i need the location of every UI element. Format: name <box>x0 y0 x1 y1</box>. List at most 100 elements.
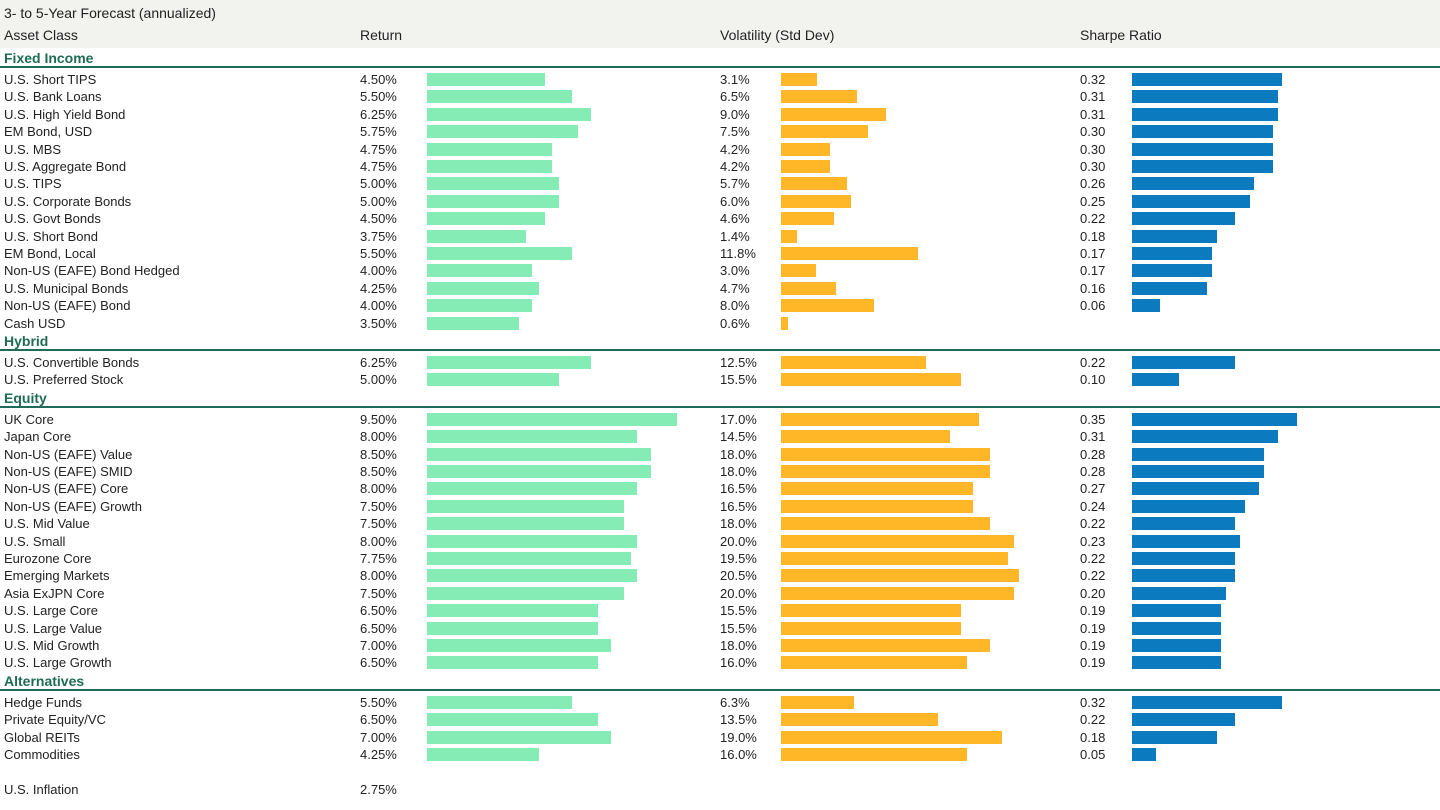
volatility-value: 16.0% <box>720 747 757 762</box>
volatility-bar <box>781 316 788 330</box>
sharpe-value: 0.22 <box>1080 568 1106 584</box>
volatility-bar <box>781 142 830 156</box>
volatility-value: 1.4% <box>720 228 750 244</box>
sharpe-value: 0.25 <box>1080 193 1106 209</box>
sharpe-bar <box>1132 586 1226 600</box>
asset-name: EM Bond, USD <box>4 124 93 140</box>
sharpe-value: 0.32 <box>1080 694 1106 710</box>
return-value: 7.75% <box>360 551 397 566</box>
volatility-value: 20.0% <box>720 533 757 549</box>
asset-name: Commodities <box>4 747 80 762</box>
asset-name: Hedge Funds <box>4 694 83 710</box>
asset-name: Non-US (EAFE) Core <box>4 481 129 497</box>
section-title: Hybrid <box>4 333 49 349</box>
return-bar <box>427 552 631 565</box>
volatility-bar <box>781 499 973 513</box>
sharpe-value: 0.17 <box>1080 263 1106 279</box>
return-bar <box>427 281 539 295</box>
section-title: Equity <box>4 389 47 406</box>
return-value: 7.50% <box>360 516 397 532</box>
sharpe-value: 0.18 <box>1080 729 1106 745</box>
sharpe-bar <box>1132 517 1236 531</box>
return-value: 6.50% <box>360 712 397 728</box>
return-value: 5.75% <box>360 124 397 140</box>
asset-name: U.S. Large Growth <box>4 655 112 671</box>
volatility-bar <box>781 534 1014 548</box>
volatility-value: 18.0% <box>720 638 757 653</box>
return-value: 6.50% <box>360 603 397 619</box>
return-value: 7.50% <box>360 585 397 601</box>
return-value: 5.50% <box>360 694 397 710</box>
volatility-bar <box>781 604 962 618</box>
return-header: Return <box>360 27 403 43</box>
asset-name: Japan Core <box>4 429 72 445</box>
sharpe-bar <box>1132 160 1273 173</box>
asset-name: U.S. MBS <box>4 141 62 157</box>
asset-name: Emerging Markets <box>4 568 110 584</box>
sharpe-bar <box>1132 194 1250 208</box>
sharpe-bar <box>1132 142 1273 156</box>
inflation-value: 2.75% <box>360 782 397 798</box>
volatility-value: 6.5% <box>720 89 750 105</box>
volatility-value: 5.7% <box>720 176 750 192</box>
return-value: 4.25% <box>360 747 397 762</box>
volatility-bar <box>781 281 836 295</box>
volatility-value: 9.0% <box>720 106 750 122</box>
sharpe-bar <box>1132 639 1222 652</box>
sharpe-value: 0.10 <box>1080 372 1106 388</box>
return-value: 3.75% <box>360 228 397 244</box>
volatility-bar <box>781 247 919 260</box>
volatility-value: 15.5% <box>720 620 757 636</box>
return-bar <box>427 142 552 156</box>
sharpe-bar <box>1132 499 1245 513</box>
section-title: Alternatives <box>4 672 85 689</box>
return-value: 8.50% <box>360 446 397 462</box>
return-bar <box>427 194 559 208</box>
sharpe-value: 0.17 <box>1080 246 1106 261</box>
sharpe-value: 0.22 <box>1080 516 1106 532</box>
asset-name: U.S. Bank Loans <box>4 89 102 105</box>
volatility-bar <box>781 107 886 121</box>
return-bar <box>427 656 598 670</box>
volatility-bar <box>781 212 835 226</box>
volatility-bar <box>781 713 938 727</box>
return-value: 5.50% <box>360 246 397 261</box>
asset-name: Non-US (EAFE) Value <box>4 446 133 462</box>
volatility-bar <box>781 695 855 709</box>
return-bar <box>427 713 598 727</box>
sharpe-value: 0.35 <box>1080 411 1106 427</box>
volatility-value: 16.5% <box>720 498 757 514</box>
sharpe-value: 0.22 <box>1080 211 1106 227</box>
volatility-bar <box>781 160 830 173</box>
return-value: 8.00% <box>360 568 397 584</box>
sharpe-bar <box>1132 373 1179 387</box>
return-value: 5.00% <box>360 176 397 192</box>
return-bar <box>427 373 559 387</box>
volatility-value: 18.0% <box>720 464 757 479</box>
sharpe-value: 0.28 <box>1080 446 1106 462</box>
volatility-value: 20.0% <box>720 585 757 601</box>
sharpe-bar <box>1132 656 1222 670</box>
return-value: 4.00% <box>360 298 397 314</box>
return-value: 5.50% <box>360 89 397 105</box>
volatility-bar <box>781 125 869 139</box>
return-bar <box>427 107 592 121</box>
volatility-bar <box>781 90 857 104</box>
return-value: 4.75% <box>360 141 397 157</box>
volatility-bar <box>781 194 851 208</box>
sharpe-bar <box>1132 713 1236 727</box>
volatility-value: 4.2% <box>720 141 750 157</box>
asset-name: Asia ExJPN Core <box>4 585 105 601</box>
volatility-value: 19.5% <box>720 551 757 566</box>
return-bar <box>427 430 638 444</box>
volatility-value: 15.5% <box>720 372 757 388</box>
return-value: 6.25% <box>360 355 397 370</box>
volatility-value: 12.5% <box>720 355 757 370</box>
return-bar <box>427 499 625 513</box>
sharpe-bar <box>1132 264 1212 278</box>
asset-name: U.S. Govt Bonds <box>4 211 101 227</box>
asset-name: U.S. Municipal Bonds <box>4 280 129 296</box>
volatility-bar <box>781 639 991 652</box>
volatility-value: 4.2% <box>720 159 750 174</box>
sharpe-value: 0.19 <box>1080 603 1106 619</box>
